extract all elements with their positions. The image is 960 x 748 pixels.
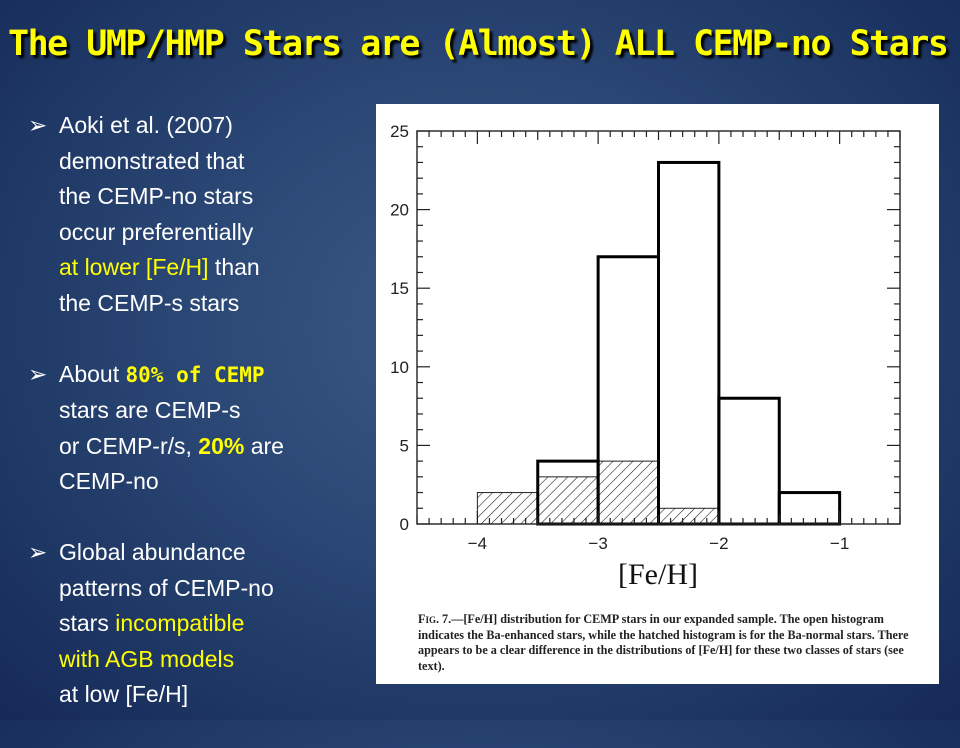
highlight-text: incompatible <box>115 610 245 636</box>
y-tick-label: 20 <box>390 201 409 220</box>
bullet-text: at low [Fe/H] <box>59 681 189 707</box>
highlight-text: at lower [Fe/H] <box>59 254 209 280</box>
y-tick-label: 25 <box>390 122 409 141</box>
bullet-text: the CEMP-s stars <box>59 289 240 316</box>
y-tick-label: 0 <box>400 515 409 534</box>
bullet-text: the CEMP-no stars <box>59 183 254 209</box>
bullet-text: Aoki et al. (2007) <box>59 112 233 138</box>
hatched-bar <box>537 476 599 525</box>
hatched-bar <box>597 460 659 525</box>
bullet-text: or CEMP-r/s, <box>59 432 199 459</box>
caption-text: —[Fe/H] distribution for CEMP stars in o… <box>418 612 909 673</box>
bullet-text: CEMP-no <box>59 468 159 494</box>
bullet-text: than <box>208 254 260 280</box>
highlight-text: with AGB models <box>59 645 235 672</box>
arrow-bullet-icon: ➢ <box>28 360 48 387</box>
x-axis-label: [Fe/H] <box>618 558 698 591</box>
histogram-figure: 0 5 10 15 20 25 −4 −3 −2 −1 [Fe/H] Fig. 7.—[Fe/H]… <box>376 104 939 684</box>
bullet-list: ➢ Aoki et al. (2007) demonstrated that th… <box>28 108 368 748</box>
x-tick-label: −1 <box>830 534 849 553</box>
open-bar <box>777 491 842 526</box>
y-tick-label: 15 <box>390 279 409 298</box>
x-tick-label: −3 <box>588 534 607 553</box>
highlight-text: 20% <box>198 432 245 459</box>
histogram-chart: 0 5 10 15 20 25 −4 −3 −2 −1 [Fe/H] <box>390 122 901 591</box>
slide-title: The UMP/HMP Stars are (Almost) ALL CEMP-… <box>8 24 949 64</box>
x-tick-label: −2 <box>709 534 728 553</box>
y-tick-label: 10 <box>390 358 409 377</box>
x-tick-label: −4 <box>468 534 487 553</box>
hatched-bar <box>476 492 539 525</box>
bullet-text: demonstrated that <box>59 147 245 174</box>
hatched-bar <box>658 507 720 525</box>
plot-frame <box>416 130 901 525</box>
bullet-text: stars are CEMP-s <box>59 397 241 423</box>
y-tick-label: 5 <box>400 436 409 455</box>
bullet-text: are <box>244 432 284 459</box>
bullet-text: About <box>59 360 126 387</box>
open-bar <box>657 160 721 526</box>
bullet-text: patterns of CEMP-no <box>59 574 274 601</box>
bullet-text: stars <box>59 610 116 636</box>
bullet-fraction: ➢ About 80% of CEMP stars are CEMP-s or C… <box>28 357 368 500</box>
caption-label: Fig. 7. <box>418 612 452 626</box>
bullet-abundance: ➢ Global abundance patterns of CEMP-no st… <box>28 535 368 713</box>
bullet-aoki: ➢ Aoki et al. (2007) demonstrated that th… <box>28 108 368 321</box>
bullet-text: Global abundance <box>59 539 246 565</box>
open-bar <box>717 396 781 526</box>
bullet-text: occur preferentially <box>59 218 254 245</box>
highlight-text: 80% of CEMP <box>125 362 265 387</box>
arrow-bullet-icon: ➢ <box>28 539 48 565</box>
arrow-bullet-icon: ➢ <box>28 112 48 138</box>
figure-caption: Fig. 7.—[Fe/H] distribution for CEMP sta… <box>418 612 918 674</box>
